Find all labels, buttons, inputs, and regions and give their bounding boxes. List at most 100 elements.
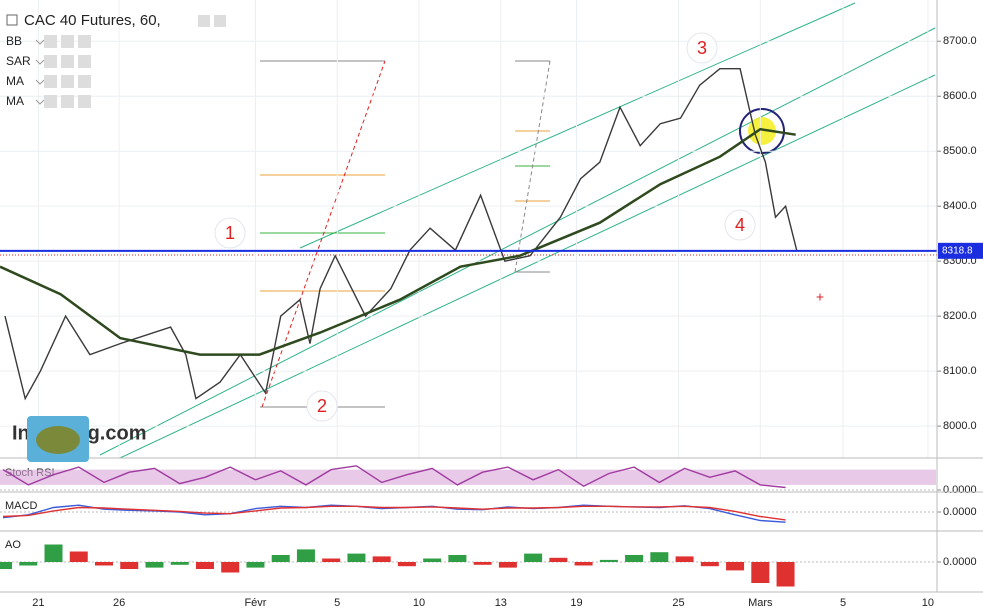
ao-bar xyxy=(19,562,38,566)
ao-bar xyxy=(296,549,315,562)
series-line xyxy=(2,505,786,521)
dropdown xyxy=(35,99,45,105)
icon[interactable] xyxy=(78,35,91,48)
icon[interactable] xyxy=(44,55,57,68)
x-tick-label: Févr xyxy=(244,597,266,609)
icon[interactable] xyxy=(44,75,57,88)
icon[interactable] xyxy=(44,35,57,48)
y-tick-label: 0.0000 xyxy=(943,506,977,518)
indicator-label: MA xyxy=(6,94,24,108)
dropdown xyxy=(35,79,45,85)
y-tick-label: 8700.0 xyxy=(943,35,977,47)
icon[interactable] xyxy=(214,15,226,27)
y-tick-label: 0.0000 xyxy=(943,556,977,568)
series-line xyxy=(2,465,786,489)
annotation-circle xyxy=(214,217,246,249)
ao-bar xyxy=(675,556,694,562)
ao-bar xyxy=(599,559,618,562)
indicator-label: SAR xyxy=(6,54,31,68)
x-tick-label: 21 xyxy=(32,597,44,609)
ao-bar xyxy=(372,556,391,562)
annotation: 4 xyxy=(735,215,745,235)
channel-middle xyxy=(99,27,936,456)
x-tick-label: 19 xyxy=(570,597,582,609)
ao-bar xyxy=(120,562,139,569)
ao-bar xyxy=(751,562,770,583)
icon[interactable] xyxy=(198,15,210,27)
header-icons xyxy=(198,15,226,27)
cross-marker: + xyxy=(816,289,824,305)
dropdown xyxy=(35,39,45,45)
icon[interactable] xyxy=(61,95,74,108)
dropdown xyxy=(35,59,45,65)
ao-bar xyxy=(347,553,366,562)
annotation-circle xyxy=(686,32,718,64)
ao-bar xyxy=(700,562,719,567)
ao-bar xyxy=(397,562,416,567)
ao-bar xyxy=(69,551,88,562)
ao-bar xyxy=(448,555,467,562)
x-tick-label: 25 xyxy=(672,597,684,609)
ao-bar xyxy=(498,562,517,568)
annotation: 1 xyxy=(225,223,235,243)
icon[interactable] xyxy=(78,95,91,108)
x-tick-label: 13 xyxy=(495,597,507,609)
price-label-bg xyxy=(938,242,983,259)
price-label: 8318.8 xyxy=(942,245,973,256)
indicator-label: MA xyxy=(6,74,24,88)
x-tick-label: 10 xyxy=(413,597,425,609)
icon[interactable] xyxy=(44,95,57,108)
ao-bar xyxy=(0,562,13,569)
annotation-circle xyxy=(724,209,756,241)
ao-bar xyxy=(271,555,290,562)
y-tick-label: 8000.0 xyxy=(943,420,977,432)
panel-title: AO xyxy=(5,539,21,551)
channel-lower xyxy=(119,74,936,459)
ao-bar xyxy=(549,557,568,562)
x-tick-label: 26 xyxy=(113,597,125,609)
y-tick-label: 8400.0 xyxy=(943,200,977,212)
ao-bar xyxy=(145,562,164,568)
series-line xyxy=(4,68,798,401)
chart-title: CAC 40 Futures, 60, xyxy=(24,12,161,29)
logo-figure xyxy=(36,426,80,454)
y-tick-label: 0.0000 xyxy=(943,484,977,496)
icon[interactable] xyxy=(78,55,91,68)
ao-bar xyxy=(95,562,113,566)
icon[interactable] xyxy=(61,35,74,48)
icon[interactable] xyxy=(78,75,91,88)
indicator-label: BB xyxy=(6,34,22,48)
x-tick-label: Mars xyxy=(748,597,773,609)
annotation: 3 xyxy=(697,38,707,58)
indicator-list: BB SAR MA MA xyxy=(6,34,91,108)
ao-bar xyxy=(246,562,265,568)
ao-bar xyxy=(322,558,341,562)
x-tick-label: 5 xyxy=(334,597,340,609)
y-tick-label: 8500.0 xyxy=(943,145,977,157)
icon[interactable] xyxy=(61,75,74,88)
ao-bar xyxy=(221,562,240,573)
ao-bar xyxy=(44,544,63,562)
annotation-circle xyxy=(306,390,338,422)
channel-upper xyxy=(299,2,856,249)
ao-bar xyxy=(423,558,442,562)
ao-bar xyxy=(170,562,189,565)
ao-bar xyxy=(776,562,795,587)
ao-bar xyxy=(625,555,644,562)
ao-bar xyxy=(524,553,543,562)
highlight xyxy=(748,117,776,145)
series-line xyxy=(0,127,796,356)
trend-dashed xyxy=(261,60,386,408)
drawings: + xyxy=(0,2,937,459)
icon[interactable] xyxy=(61,55,74,68)
ao-bar xyxy=(473,562,492,565)
stoch-band xyxy=(0,469,936,485)
ao-bar xyxy=(195,562,214,569)
collapse-icon[interactable] xyxy=(6,14,18,26)
ao-bar xyxy=(726,562,745,571)
y-tick-label: 8100.0 xyxy=(943,365,977,377)
ao-bar xyxy=(574,562,593,566)
